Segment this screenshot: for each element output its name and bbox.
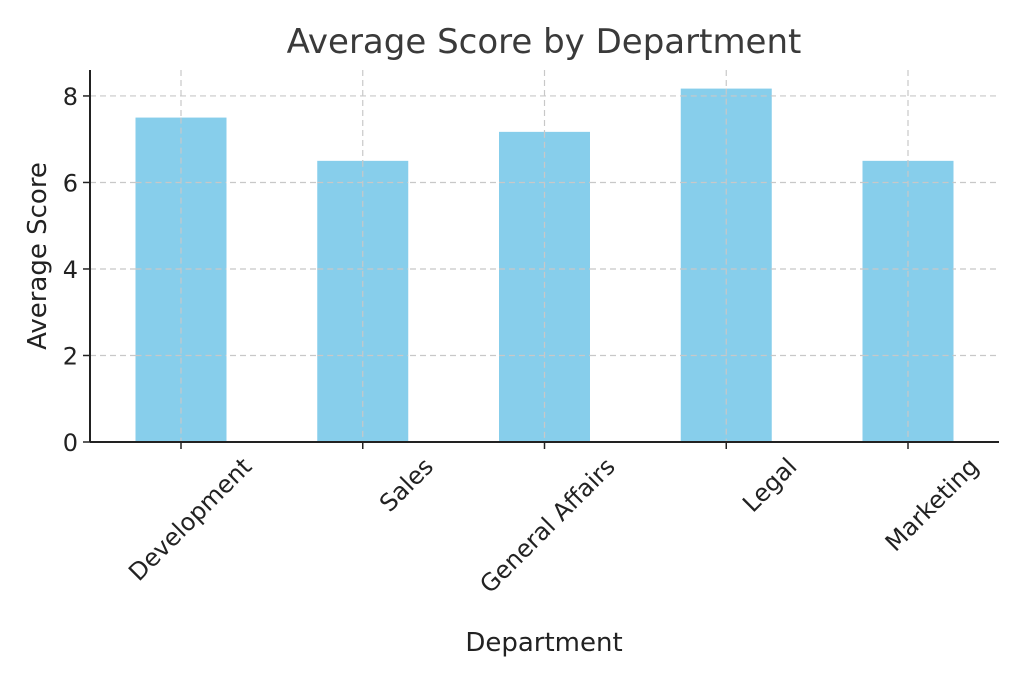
y-tick-label: 8 [63,83,78,111]
x-axis-label: Department [465,628,622,658]
y-tick-label: 6 [63,169,78,197]
chart-title: Average Score by Department [287,22,802,62]
x-tick-label: Marketing [880,452,984,556]
x-tick-label: Development [123,452,257,586]
bar-layer [135,88,954,443]
y-tick-label: 4 [63,256,78,284]
x-tick-label: Sales [374,452,439,517]
x-tick-label: Legal [737,452,802,517]
y-axis-label: Average Score [23,162,53,350]
y-tick-label: 0 [63,429,78,457]
x-tick-label: General Affairs [474,452,620,598]
y-tick-label: 2 [63,342,78,370]
